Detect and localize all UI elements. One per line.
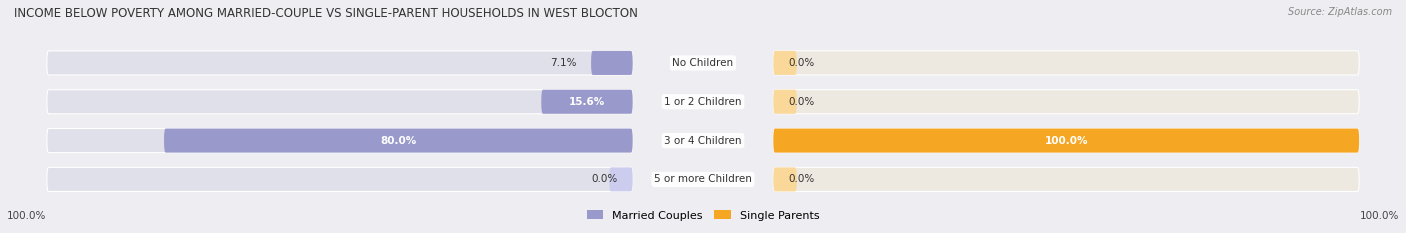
FancyBboxPatch shape [46,167,633,192]
FancyBboxPatch shape [773,51,797,75]
FancyBboxPatch shape [773,51,1360,75]
FancyBboxPatch shape [773,167,1360,192]
Text: 15.6%: 15.6% [569,97,605,107]
FancyBboxPatch shape [609,167,633,192]
FancyBboxPatch shape [591,51,633,75]
Text: Source: ZipAtlas.com: Source: ZipAtlas.com [1288,7,1392,17]
FancyBboxPatch shape [46,129,633,153]
FancyBboxPatch shape [46,90,633,114]
Text: 3 or 4 Children: 3 or 4 Children [664,136,742,146]
FancyBboxPatch shape [773,129,1360,153]
Legend: Married Couples, Single Parents: Married Couples, Single Parents [582,206,824,225]
FancyBboxPatch shape [773,90,1360,114]
Text: 0.0%: 0.0% [787,175,814,184]
Text: INCOME BELOW POVERTY AMONG MARRIED-COUPLE VS SINGLE-PARENT HOUSEHOLDS IN WEST BL: INCOME BELOW POVERTY AMONG MARRIED-COUPL… [14,7,638,20]
Text: 5 or more Children: 5 or more Children [654,175,752,184]
Text: 100.0%: 100.0% [1360,211,1399,221]
Text: 0.0%: 0.0% [787,58,814,68]
Text: 1 or 2 Children: 1 or 2 Children [664,97,742,107]
FancyBboxPatch shape [541,90,633,114]
Text: No Children: No Children [672,58,734,68]
FancyBboxPatch shape [773,90,797,114]
Text: 0.0%: 0.0% [787,97,814,107]
Text: 0.0%: 0.0% [592,175,619,184]
FancyBboxPatch shape [773,167,797,192]
Text: 100.0%: 100.0% [1045,136,1088,146]
FancyBboxPatch shape [165,129,633,153]
FancyBboxPatch shape [46,51,633,75]
Text: 100.0%: 100.0% [7,211,46,221]
Text: 80.0%: 80.0% [380,136,416,146]
Text: 7.1%: 7.1% [550,58,576,68]
FancyBboxPatch shape [773,129,1360,153]
